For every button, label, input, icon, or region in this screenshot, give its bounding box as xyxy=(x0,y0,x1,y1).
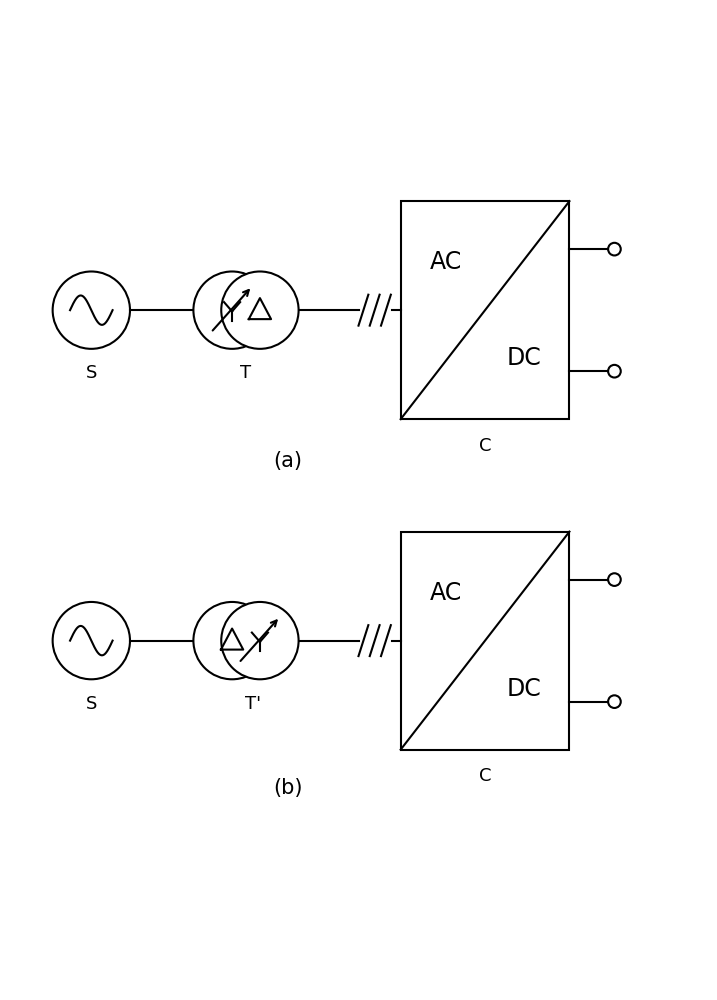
Circle shape xyxy=(222,602,298,679)
Text: (a): (a) xyxy=(274,451,303,471)
Text: C: C xyxy=(479,437,491,455)
Text: AC: AC xyxy=(430,250,462,274)
Circle shape xyxy=(222,271,298,349)
Bar xyxy=(401,201,569,419)
Text: T: T xyxy=(240,364,252,382)
Bar xyxy=(401,532,569,750)
Text: AC: AC xyxy=(430,581,462,605)
Circle shape xyxy=(194,271,271,349)
Text: T': T' xyxy=(245,695,261,713)
Text: S: S xyxy=(85,364,97,382)
Circle shape xyxy=(194,602,271,679)
Text: C: C xyxy=(479,767,491,785)
Text: (b): (b) xyxy=(273,778,303,798)
Text: DC: DC xyxy=(506,346,541,370)
Text: S: S xyxy=(85,695,97,713)
Text: DC: DC xyxy=(506,677,541,701)
